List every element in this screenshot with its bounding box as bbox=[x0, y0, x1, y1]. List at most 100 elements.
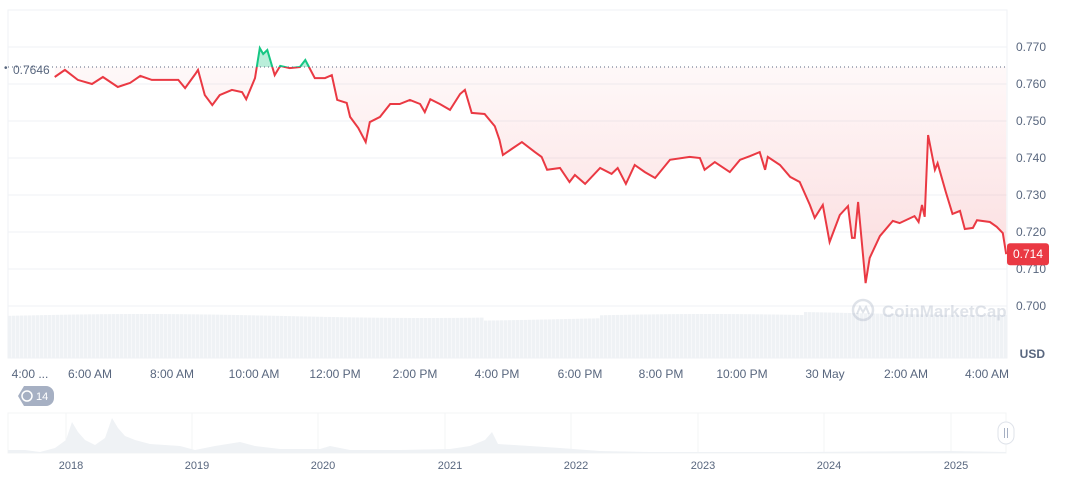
volume-bar bbox=[244, 315, 248, 358]
volume-bar bbox=[192, 314, 196, 358]
volume-bar bbox=[732, 314, 736, 358]
volume-bar bbox=[240, 315, 244, 358]
volume-bar bbox=[276, 315, 280, 358]
volume-bar bbox=[992, 314, 996, 358]
volume-bar bbox=[648, 314, 652, 358]
x-tick-label: 10:00 AM bbox=[229, 367, 280, 381]
volume-bar bbox=[676, 314, 680, 358]
volume-bar bbox=[340, 317, 344, 358]
volume-bar bbox=[608, 315, 612, 358]
volume-bar bbox=[760, 314, 764, 358]
volume-bar bbox=[876, 313, 880, 358]
volume-bar bbox=[984, 314, 988, 358]
x-tick-label: 8:00 PM bbox=[639, 367, 684, 381]
volume-bar bbox=[288, 316, 292, 358]
volume-bar bbox=[512, 320, 516, 358]
y-tick-label: 0.710 bbox=[1016, 262, 1046, 276]
volume-bar bbox=[976, 314, 980, 358]
navigator[interactable]: 2018 2019 2020 2021 2022 2023 2024 2025 bbox=[7, 412, 1015, 472]
volume-bar bbox=[640, 314, 644, 358]
volume-bar bbox=[76, 314, 80, 358]
volume-bar bbox=[212, 314, 216, 358]
volume-bar bbox=[496, 320, 500, 358]
volume-bar bbox=[312, 316, 316, 358]
navigator-tick-label: 2020 bbox=[311, 460, 335, 472]
volume-bar bbox=[296, 316, 300, 358]
volume-bar bbox=[916, 314, 920, 358]
volume-bar bbox=[316, 316, 320, 358]
currency-label: USD bbox=[1020, 347, 1046, 361]
volume-bar bbox=[956, 314, 960, 358]
volume-bar bbox=[628, 314, 632, 358]
y-tick-label: 0.750 bbox=[1016, 114, 1046, 128]
volume-bar bbox=[908, 314, 912, 358]
volume-bar bbox=[800, 314, 804, 358]
volume-bar bbox=[748, 314, 752, 358]
volume-bar bbox=[444, 317, 448, 358]
volume-bar bbox=[108, 314, 112, 358]
volume-bar bbox=[292, 316, 296, 358]
y-tick-label: 0.700 bbox=[1016, 299, 1046, 313]
volume-bar bbox=[156, 314, 160, 358]
watermark-text: CoinMarketCap bbox=[882, 302, 1007, 321]
volume-bar bbox=[520, 319, 524, 358]
volume-bar bbox=[700, 314, 704, 358]
volume-bar bbox=[360, 317, 364, 358]
volume-bar bbox=[844, 312, 848, 358]
volume-bar bbox=[652, 314, 656, 358]
volume-bar bbox=[272, 315, 276, 358]
volume-bar bbox=[840, 312, 844, 358]
navigator-area bbox=[8, 418, 1006, 453]
volume-bar bbox=[880, 313, 884, 358]
volume-bar bbox=[504, 320, 508, 358]
volume-bar bbox=[744, 314, 748, 358]
volume-bar bbox=[20, 315, 24, 358]
volume-bar bbox=[84, 314, 88, 358]
events-badge[interactable]: 14 bbox=[18, 386, 54, 406]
volume-bar bbox=[144, 314, 148, 358]
volume-bar bbox=[580, 318, 584, 358]
volume-bar bbox=[492, 320, 496, 358]
y-tick-label: 0.760 bbox=[1016, 77, 1046, 91]
volume-bar bbox=[184, 314, 188, 358]
volume-bar bbox=[88, 314, 92, 358]
volume-bar bbox=[224, 314, 228, 358]
volume-bar bbox=[752, 314, 756, 358]
volume-bar bbox=[996, 314, 1000, 358]
volume-bar bbox=[560, 319, 564, 358]
volume-bar bbox=[152, 314, 156, 358]
volume-bar bbox=[80, 314, 84, 358]
volume-bar bbox=[952, 314, 956, 358]
navigator-tick-label: 2025 bbox=[944, 460, 968, 472]
volume-bar bbox=[688, 314, 692, 358]
volume-bar bbox=[692, 314, 696, 358]
volume-bar bbox=[796, 314, 800, 358]
events-count: 14 bbox=[36, 391, 48, 403]
volume-bar bbox=[204, 314, 208, 358]
volume-bar bbox=[12, 315, 16, 358]
volume-bar bbox=[480, 317, 484, 358]
volume-bar bbox=[256, 315, 260, 358]
volume-bar bbox=[344, 317, 348, 358]
volume-bar bbox=[388, 317, 392, 358]
volume-bar bbox=[400, 317, 404, 358]
x-tick-label: 30 May bbox=[805, 367, 844, 381]
volume-bar bbox=[436, 317, 440, 358]
x-tick-label: 10:00 PM bbox=[716, 367, 767, 381]
volume-bar bbox=[364, 317, 368, 358]
volume-bar bbox=[148, 314, 152, 358]
volume-bar bbox=[852, 313, 856, 358]
baseline-marker-icon: • bbox=[4, 63, 8, 74]
volume-bar bbox=[132, 314, 136, 358]
volume-bar bbox=[792, 314, 796, 358]
volume-bar bbox=[848, 312, 852, 358]
volume-bar bbox=[16, 315, 20, 358]
navigator-handle[interactable] bbox=[997, 421, 1015, 445]
volume-bar bbox=[456, 317, 460, 358]
x-tick-label: 4:00 ... bbox=[12, 367, 49, 381]
volume-bar bbox=[448, 317, 452, 358]
x-tick-label: 2:00 AM bbox=[884, 367, 928, 381]
volume-bar bbox=[136, 314, 140, 358]
navigator-tick-label: 2018 bbox=[59, 460, 83, 472]
volume-bar bbox=[532, 319, 536, 358]
